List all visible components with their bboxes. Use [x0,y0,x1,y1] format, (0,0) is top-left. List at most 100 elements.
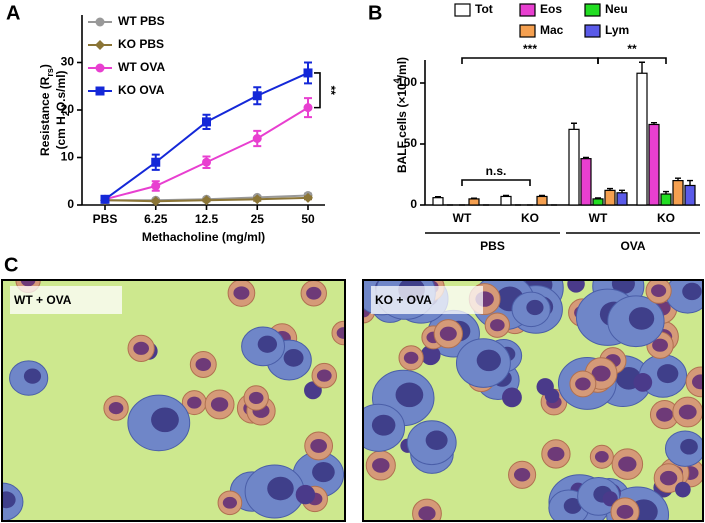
error-bar [503,194,509,197]
error-bar [675,177,681,181]
bar [500,195,512,206]
lymphocyte [420,345,441,366]
x-tick-label: WT [453,211,472,225]
legend-label: Mac [540,23,564,37]
data-point [252,134,262,143]
nucleus [659,470,678,486]
nucleus [618,456,637,472]
legend-marker [95,63,105,73]
y-tick-label: 20 [61,102,75,116]
y-tick-label: 100 [397,75,417,89]
y-tick-label: 30 [61,55,75,69]
nucleus [651,284,667,298]
error-bar [619,189,625,193]
nucleus [395,382,424,408]
label-part: 2 [61,111,71,116]
group-label: OVA [620,239,645,253]
y-tick-label: 50 [404,136,418,150]
bar [672,180,684,206]
nucleus [312,461,335,483]
nucleus [248,391,264,405]
significance-bracket [314,72,321,109]
error-bar [607,187,613,191]
lymphocyte [536,378,554,396]
data-point [100,194,110,204]
nucleus [210,397,229,412]
nucleus [682,282,702,301]
nucleus [20,280,36,287]
label-part: ) [38,64,52,68]
lymphocyte [502,387,522,408]
nucleus [476,349,501,372]
nucleus [656,407,674,422]
label-box [371,286,483,314]
data-point [303,68,313,78]
label-part: Resistance (R [38,76,52,156]
nucleus [403,351,419,364]
bar [660,193,672,206]
data-point [151,181,161,191]
data-point [202,117,211,127]
nucleus [23,368,42,384]
x-tick-label: 6.25 [144,212,168,226]
nucleus [628,307,655,330]
legend-label: Eos [540,2,562,16]
label-part: (cm H [54,116,68,149]
legend-marker [95,86,105,96]
bar [604,189,616,206]
data-point [252,91,262,101]
nucleus [513,467,531,482]
nucleus [195,358,212,371]
error-bar [687,179,693,186]
nucleus [591,365,611,382]
nucleus [680,438,698,455]
legend-label: Tot [475,2,493,16]
legend-marker [95,40,105,50]
label-part: BALF cells (×10 [395,83,409,173]
nucleus [657,364,679,384]
axis-label: (cm H2O.s/ml) [54,70,71,149]
nucleus [547,446,565,462]
nucleus [2,491,16,509]
significance-bracket [597,57,667,64]
error-bar [639,61,645,74]
legend-swatch [584,3,601,17]
micrograph-label: WT + OVA [14,293,72,307]
nucleus [678,404,697,420]
data-point [150,196,161,207]
nucleus [490,319,505,332]
nucleus [306,286,322,300]
annotation: ** [627,42,637,56]
legend-swatch [584,24,601,38]
panel-label: C [4,254,18,276]
bar [468,198,480,206]
annotation: n.s. [486,164,507,178]
error-bar [583,156,589,159]
legend-label: Lym [605,23,629,37]
bar [648,123,660,206]
bar [536,195,548,206]
legend-marker [95,17,105,27]
legend-label: KO OVA [118,83,165,97]
nucleus [257,335,278,353]
lymphocyte [675,481,691,498]
error-bar [651,121,657,125]
lymphocyte [295,484,316,505]
nucleus [372,458,390,473]
label-part: rs [45,68,55,77]
label-part: 4 [392,78,402,83]
x-tick-label: KO [521,211,539,225]
nucleus [692,374,703,390]
nucleus [575,377,591,391]
nucleus [108,402,124,415]
y-tick-label: 0 [67,197,74,211]
data-point [202,157,211,167]
lymphocyte [633,373,653,392]
nucleus [222,496,237,509]
error-bar [435,196,441,198]
legend-label: Neu [605,2,628,16]
nucleus [310,438,327,453]
nucleus [526,299,544,316]
x-tick-label: WT [589,211,608,225]
